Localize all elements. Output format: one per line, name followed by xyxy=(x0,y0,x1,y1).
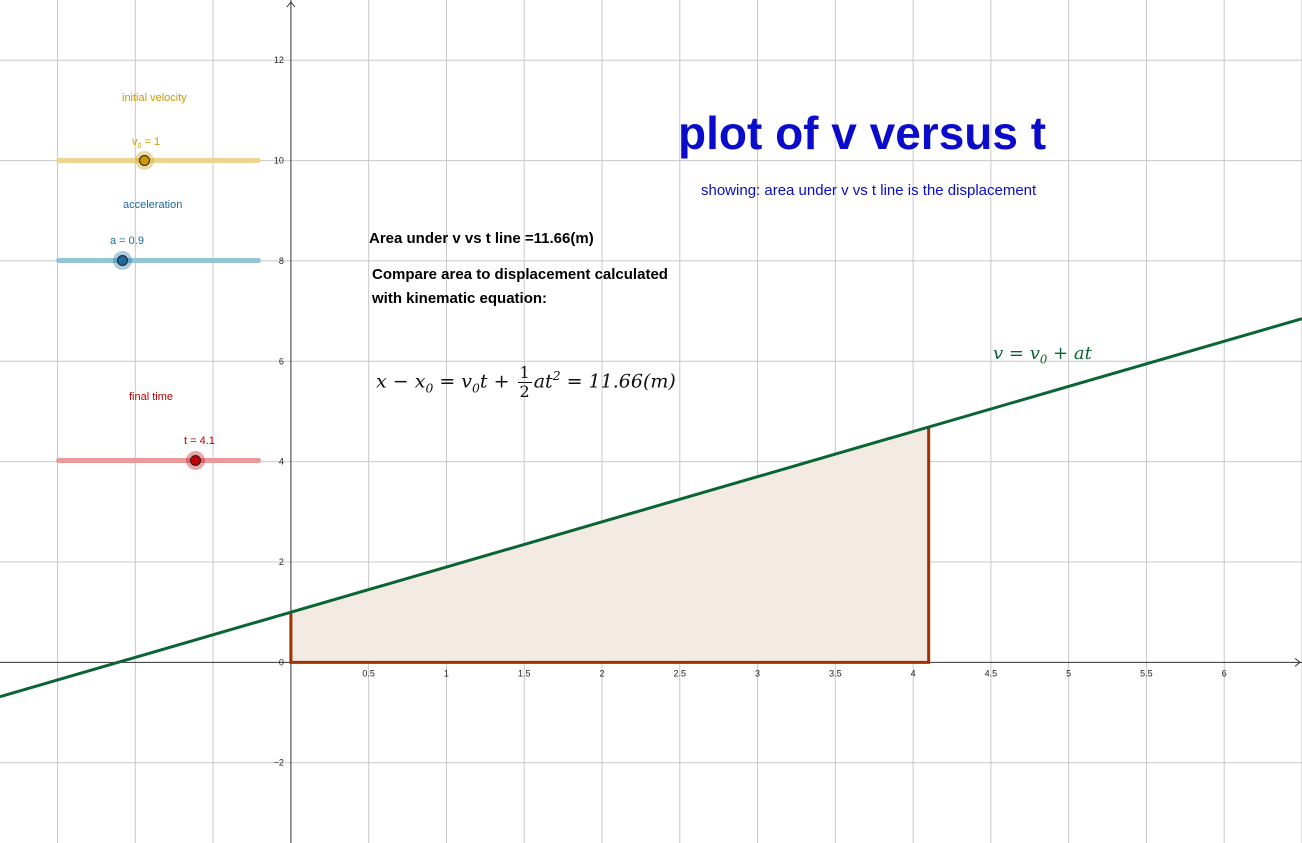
kinematic-equation: x − x0 = v0t + 1 2 at2 = 11.66(m) xyxy=(376,364,676,401)
slider-final-time-track[interactable] xyxy=(56,458,261,463)
slider-acceleration-knob[interactable] xyxy=(116,255,128,266)
eq-at: at xyxy=(533,370,553,393)
area-readout: Area under v vs t line =11.66(m) xyxy=(369,230,594,247)
x-tick-label: 1.5 xyxy=(518,668,531,678)
eq-frac-den: 2 xyxy=(519,382,530,401)
plot-title: plot of v versus t xyxy=(678,107,1047,159)
x-tick-label: 0.5 xyxy=(362,668,375,678)
slider-initial-velocity-track[interactable] xyxy=(56,158,261,163)
y-axis-arrow xyxy=(286,1,296,8)
slider-var: v xyxy=(132,136,138,148)
x-axis-arrow xyxy=(1294,657,1301,667)
x-tick-label: 6 xyxy=(1222,668,1227,678)
slider-initial-velocity-knob[interactable] xyxy=(138,155,150,166)
slider-acceleration-caption: acceleration xyxy=(123,199,183,211)
x-tick-label: 2 xyxy=(599,668,604,678)
line-label-rest: + at xyxy=(1047,343,1092,364)
x-tick-label: 1 xyxy=(444,668,449,678)
slider-initial-velocity-caption: initial velocity xyxy=(122,92,187,104)
compare-text-line2: with kinematic equation: xyxy=(372,290,548,307)
slider-value-text: = 0.9 xyxy=(116,235,144,247)
slider-value-text: = 4.1 xyxy=(187,435,215,447)
y-tick-label: 12 xyxy=(274,55,284,65)
slider-final-time-knob[interactable] xyxy=(189,455,201,466)
y-tick-label: 10 xyxy=(274,156,284,166)
x-tick-label: 3.5 xyxy=(829,668,842,678)
y-tick-label: 8 xyxy=(279,256,284,266)
eq-sq: 2 xyxy=(552,369,561,384)
line-equation-label: v = v0 + at xyxy=(993,343,1092,367)
area-border xyxy=(289,427,931,664)
x-tick-label: 4.5 xyxy=(985,668,998,678)
slider-var-sub: 0 xyxy=(137,142,142,151)
slider-final-time-value: t = 4.1 xyxy=(184,435,215,447)
slider-acceleration-value: a = 0.9 xyxy=(110,235,144,247)
area-fill xyxy=(290,427,929,663)
x-tick-label: 2.5 xyxy=(674,668,687,678)
velocity-line xyxy=(0,317,1302,699)
eq-frac-num: 1 xyxy=(517,363,532,383)
y-tick-label: 6 xyxy=(279,356,284,366)
y-tick-label: 4 xyxy=(279,457,284,467)
slider-var: a xyxy=(110,235,117,247)
eq-v-sub: 0 xyxy=(472,381,480,396)
slider-final-time-caption: final time xyxy=(129,391,174,403)
x-tick-label: 5.5 xyxy=(1140,668,1153,678)
plot-subtitle: showing: area under v vs t line is the d… xyxy=(701,182,1037,199)
y-tick-label: 2 xyxy=(279,557,284,567)
line-label-v: v = v xyxy=(993,343,1040,364)
eq-eq1: = v xyxy=(433,370,473,393)
eq-lhs: x − x xyxy=(376,370,426,393)
x-tick-label: 4 xyxy=(911,668,916,678)
velocity-line-path xyxy=(0,317,1302,699)
eq-lhs-sub: 0 xyxy=(425,381,434,396)
compare-text-line1: Compare area to displacement calculated xyxy=(372,266,668,283)
eq-rhs: = 11.66(m) xyxy=(560,370,676,393)
x-tick-label: 5 xyxy=(1066,668,1071,678)
eq-t-plus: t + xyxy=(479,370,516,393)
line-label-sub: 0 xyxy=(1039,352,1048,367)
slider-initial-velocity-value: v0 = 1 xyxy=(132,136,160,150)
y-tick-label: −2 xyxy=(274,758,284,768)
slider-var: t xyxy=(184,435,188,447)
x-tick-label: 3 xyxy=(755,668,760,678)
slider-acceleration-track[interactable] xyxy=(56,258,261,263)
y-tick-label: 0 xyxy=(279,657,284,667)
area-under-line xyxy=(289,427,931,664)
slider-value-text: = 1 xyxy=(141,136,161,148)
